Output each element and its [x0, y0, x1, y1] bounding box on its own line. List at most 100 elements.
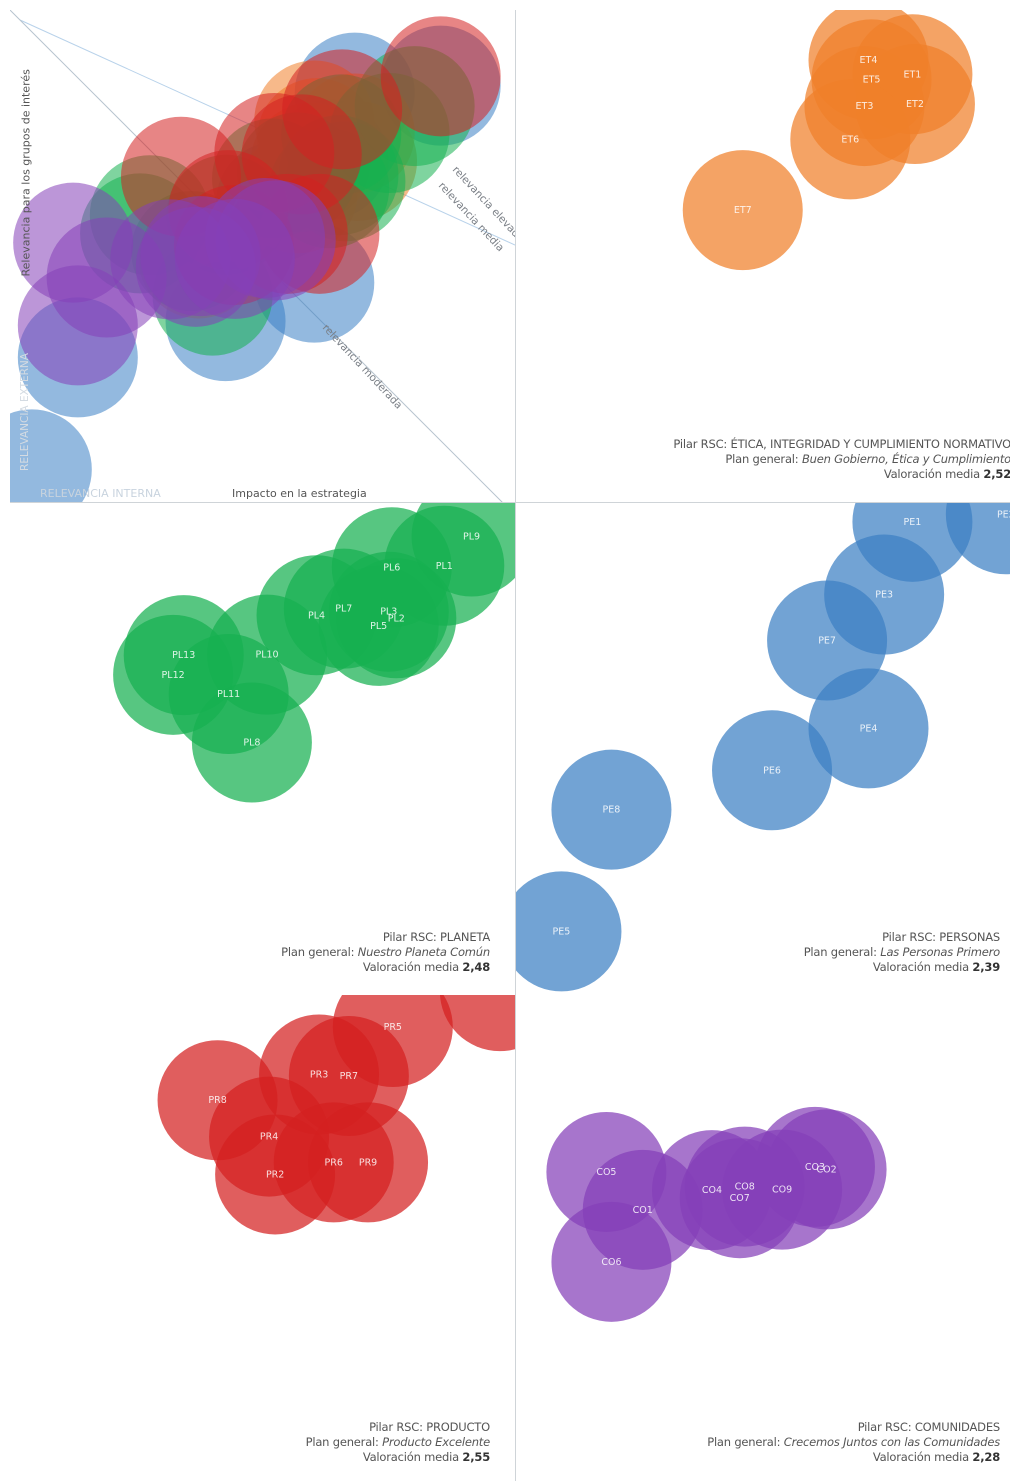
planeta-pillar: Pilar RSC: PLANETA	[382, 930, 490, 944]
bubble-label-pr2: PR2	[266, 1169, 284, 1180]
comunidades-caption: Pilar RSC: COMUNIDADES Plan general: Cre…	[707, 1420, 1000, 1465]
bubble-pe8	[551, 749, 672, 870]
bubble-et7	[682, 150, 803, 271]
etica-rating: Valoración media 2,52	[883, 467, 1010, 481]
bubble-label-pl2: PL2	[388, 613, 405, 624]
bubble-label-pe5: PE5	[553, 926, 571, 937]
personas-rating: Valoración media 2,39	[872, 960, 1000, 974]
bubble-pr8	[157, 1040, 278, 1161]
bubble-pr1	[439, 995, 515, 1052]
series-5-bubbles	[546, 1106, 887, 1322]
bubble-co9	[722, 1129, 843, 1250]
personas-plan: Plan general: Las Personas Primero	[803, 945, 1001, 959]
series-4-labels: PR1 PR2 PR3 PR4 PR5 PR6 PR7 PR8 PR9	[208, 995, 509, 1180]
bubble-label-pe1: PE1	[904, 517, 922, 528]
bubble-label-pe3: PE3	[875, 590, 893, 601]
bubble-label-pl13: PL13	[172, 650, 195, 661]
etica-pillar: Pilar RSC: ÉTICA, INTEGRIDAD Y CUMPLIMIE…	[673, 437, 1010, 451]
bubble-label-pr7: PR7	[340, 1071, 358, 1082]
planeta-panel: PL1 PL2 PL3 PL4 PL5 PL6 PL7 PL8 PL9 PL10 PL11 PL12 P…	[10, 503, 515, 995]
series-2-bubbles	[113, 503, 515, 803]
producto-plan: Plan general: Producto Excelente	[305, 1435, 491, 1449]
bubble-pl13	[123, 595, 244, 716]
etica-panel: ET1 ET2 ET3 ET4 ET5 ET6 ET7 Pilar RSC: ÉTICA, …	[516, 10, 1010, 502]
personas-panel: PE1 PE2 PE3 PE4 PE5 PE6 PE7 PE8 Pilar RSC: PERS…	[516, 503, 1010, 995]
bubble-pe6	[712, 710, 833, 831]
bubble-co6	[551, 1201, 672, 1322]
bubble-label-et5: ET5	[863, 74, 881, 85]
bubble-label-pl7: PL7	[335, 604, 352, 615]
etica-bubble-chart: ET1 ET2 ET3 ET4 ET5 ET6 ET7	[682, 10, 975, 271]
bubble-label-pr1: PR1	[491, 995, 509, 997]
bubble-label-pr8: PR8	[208, 1095, 226, 1106]
bubble-label-et2: ET2	[906, 99, 924, 110]
bubble-label-pl12: PL12	[162, 670, 185, 681]
bubble-label-et3: ET3	[856, 101, 874, 112]
overview-bubble-co9	[174, 198, 295, 319]
bubble-label-co1: CO1	[633, 1205, 653, 1216]
bubble-label-pe2: PE2	[997, 509, 1010, 520]
bubble-label-pr4: PR4	[260, 1132, 278, 1143]
bubble-co5	[546, 1111, 667, 1232]
bubble-label-co2: CO2	[816, 1164, 836, 1175]
bubble-label-co3: CO3	[805, 1162, 825, 1173]
producto-caption: Pilar RSC: PRODUCTO Plan general: Produc…	[305, 1420, 491, 1465]
bubble-pe2	[945, 503, 1010, 575]
bubble-pe7	[767, 580, 888, 701]
bubble-label-et1: ET1	[903, 69, 921, 80]
bubble-label-co5: CO5	[596, 1167, 616, 1178]
bubble-label-co6: CO6	[601, 1257, 621, 1268]
personas-pillar: Pilar RSC: PERSONAS	[882, 930, 1000, 944]
grid-vertical-divider	[515, 10, 516, 1481]
planeta-caption: Pilar RSC: PLANETA Plan general: Nuestro…	[281, 930, 490, 975]
bubble-label-co8: CO8	[735, 1182, 755, 1193]
producto-rating: Valoración media 2,55	[362, 1450, 490, 1464]
bubble-label-pl4: PL4	[308, 610, 325, 621]
overview-panel: relevancia elevada relevancia media releva…	[10, 10, 515, 502]
series-1-bubbles	[682, 10, 975, 271]
bubble-label-et4: ET4	[860, 55, 878, 66]
bubble-label-pe8: PE8	[603, 805, 621, 816]
comunidades-panel: CO1 CO2 CO3 CO4 CO5 CO6 CO7 CO8 CO9 Pilar RSC: C…	[516, 995, 1010, 1481]
producto-bubble-chart: PR1 PR2 PR3 PR4 PR5 PR6 PR7 PR8 PR9	[157, 995, 515, 1235]
bubble-pl9	[411, 503, 515, 597]
bubble-label-pr3: PR3	[310, 1069, 328, 1080]
bubble-label-pl9: PL9	[463, 531, 480, 542]
personas-caption: Pilar RSC: PERSONAS Plan general: Las Pe…	[803, 930, 1001, 975]
overview-x-axis-label: Impacto en la estrategia	[232, 487, 367, 500]
bubble-label-pl11: PL11	[217, 689, 240, 700]
bubble-label-pr6: PR6	[325, 1157, 343, 1168]
comunidades-rating: Valoración media 2,28	[872, 1450, 1000, 1464]
overview-bubble-pe5	[10, 409, 92, 502]
bubble-label-pl3: PL3	[380, 607, 397, 618]
comunidades-plan: Plan general: Crecemos Juntos con las Co…	[707, 1435, 1000, 1449]
bubble-label-pl1: PL1	[436, 561, 453, 572]
bubble-label-pe7: PE7	[818, 636, 836, 647]
planeta-plan: Plan general: Nuestro Planeta Común	[281, 945, 490, 959]
personas-bubble-chart: PE1 PE2 PE3 PE4 PE5 PE6 PE7 PE8	[516, 503, 1010, 992]
bubble-pr9	[308, 1102, 429, 1223]
series-3-labels: PE1 PE2 PE3 PE4 PE5 PE6 PE7 PE8	[553, 509, 1010, 937]
overview-y-watermark: RELEVANCIA EXTERNA	[19, 353, 31, 471]
bubble-label-pe4: PE4	[860, 723, 878, 734]
bubble-label-pl8: PL8	[243, 738, 260, 749]
producto-panel: PR1 PR2 PR3 PR4 PR5 PR6 PR7 PR8 PR9 Pilar RSC: P…	[10, 995, 515, 1481]
bubble-label-co7: CO7	[730, 1193, 750, 1204]
overview-bubble-pr1	[380, 16, 501, 137]
overview-series-5	[13, 178, 336, 386]
overview-y-axis-label: Relevancia para los grupos de interés	[19, 69, 33, 277]
bubble-label-et7: ET7	[734, 205, 752, 216]
bubble-label-pl6: PL6	[383, 562, 400, 573]
bubble-label-pl5: PL5	[370, 621, 387, 632]
bubble-pe5	[516, 871, 622, 992]
series-4-bubbles	[157, 995, 515, 1235]
comunidades-pillar: Pilar RSC: COMUNIDADES	[857, 1420, 1001, 1434]
bubble-label-et6: ET6	[841, 134, 859, 145]
etica-caption: Pilar RSC: ÉTICA, INTEGRIDAD Y CUMPLIMIE…	[673, 437, 1010, 482]
bubble-label-pr5: PR5	[384, 1022, 402, 1033]
overview-bubble-co6	[17, 265, 138, 386]
guide-label-3: relevancia moderada	[320, 322, 405, 412]
